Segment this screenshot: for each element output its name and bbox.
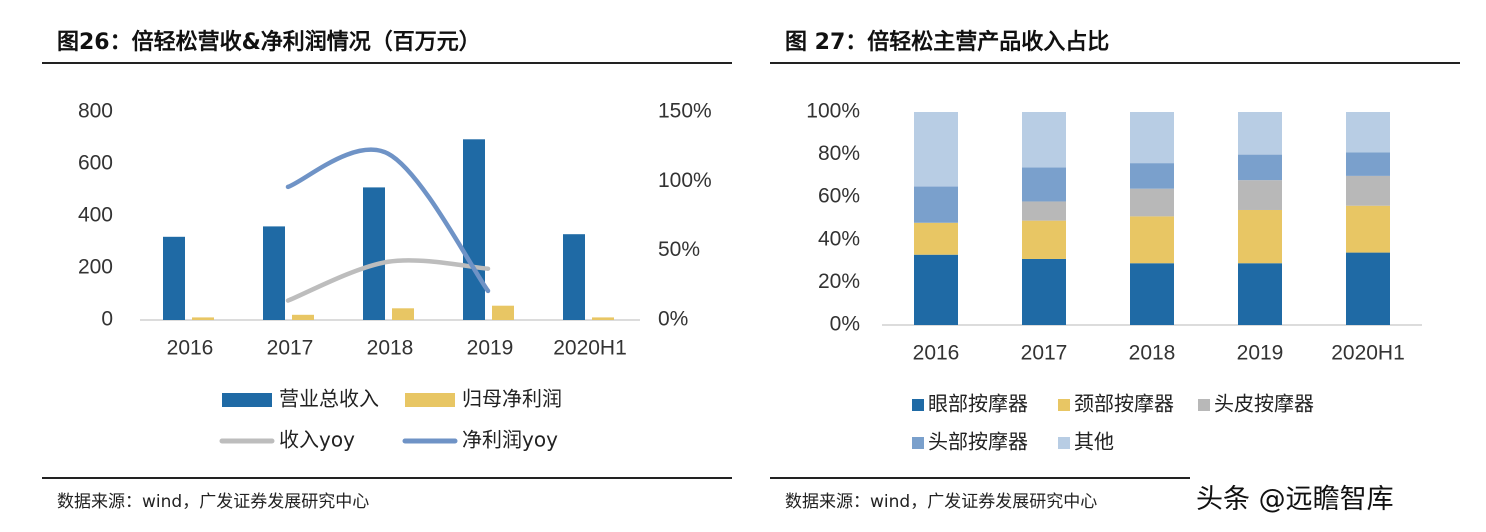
right-y-tick-label: 80%: [818, 142, 860, 165]
net-profit-yoy-line: [285, 147, 491, 294]
net-profit-bar: [392, 308, 414, 320]
left-y-tick-label: 600: [78, 152, 113, 175]
right-source-note: 数据来源：wind，广发证券发展研究中心: [785, 492, 1098, 512]
left-y2-tick-label: 0%: [658, 308, 688, 331]
left-x-tick-label: 2016: [167, 337, 214, 360]
net-profit-bar: [492, 305, 514, 320]
eye-massager-segment: [1346, 252, 1390, 325]
scalp-massager-segment: [1238, 180, 1282, 210]
legend-head-massager-label: 头部按摩器: [928, 430, 1028, 454]
legend-eye-massager-swatch: [912, 399, 924, 411]
legend-eye-massager-label: 眼部按摩器: [928, 392, 1028, 416]
revenue-bar: [463, 139, 485, 320]
right-y-tick-label: 20%: [818, 270, 860, 293]
head-massager-segment: [1346, 152, 1390, 176]
legend-scalp-massager-label: 头皮按摩器: [1214, 392, 1314, 416]
eye-massager-segment: [914, 254, 958, 325]
revenue-bar: [263, 226, 285, 320]
legend-neck-massager-label: 颈部按摩器: [1074, 392, 1174, 416]
legend-revenue-swatch: [222, 393, 272, 407]
head-massager-segment: [1130, 163, 1174, 189]
scalp-massager-segment: [1130, 188, 1174, 217]
neck-massager-segment: [1346, 205, 1390, 253]
other-segment: [1238, 112, 1282, 155]
head-massager-segment: [914, 186, 958, 223]
right-x-tick-label: 2016: [913, 342, 960, 365]
left-x-tick-label: 2019: [467, 337, 514, 360]
left-x-tick-label: 2020H1: [553, 337, 627, 360]
left-source-note: 数据来源：wind，广发证券发展研究中心: [57, 492, 370, 512]
net-profit-bar: [592, 317, 614, 320]
left-y2-tick-label: 100%: [658, 169, 712, 192]
watermark-text: 头条 @远瞻智库: [1196, 484, 1394, 515]
head-massager-segment: [1238, 154, 1282, 181]
other-segment: [914, 112, 958, 187]
left-bottom-rule: [42, 477, 732, 479]
left-x-tick-label: 2017: [267, 337, 314, 360]
left-chart-title: 图26：倍轻松营收&净利润情况（百万元）: [57, 30, 481, 55]
left-y-tick-label: 200: [78, 256, 113, 279]
right-y-tick-label: 60%: [818, 185, 860, 208]
left-x-tick-label: 2018: [367, 337, 414, 360]
revenue-bar: [363, 187, 385, 320]
net-profit-bar: [192, 317, 214, 320]
scalp-massager-segment: [1022, 201, 1066, 221]
other-segment: [1130, 112, 1174, 164]
neck-massager-segment: [1022, 220, 1066, 259]
scalp-massager-segment: [1346, 175, 1390, 206]
eye-massager-segment: [1238, 263, 1282, 325]
head-massager-segment: [1022, 167, 1066, 202]
neck-massager-segment: [1238, 209, 1282, 264]
legend-other-swatch: [1058, 437, 1070, 449]
legend-neck-massager-swatch: [1058, 399, 1070, 411]
legend-scalp-massager-swatch: [1198, 399, 1210, 411]
left-title-rule: [42, 62, 732, 64]
legend-net-profit-label: 归母净利润: [462, 387, 562, 411]
right-y-tick-label: 0%: [830, 313, 860, 336]
eye-massager-segment: [1130, 263, 1174, 325]
right-chart-title: 图 27：倍轻松主营产品收入占比: [785, 30, 1110, 55]
left-y-tick-label: 0: [101, 308, 113, 331]
revenue-bar: [563, 234, 585, 320]
left-y-tick-label: 400: [78, 204, 113, 227]
revenue-yoy-line: [285, 258, 491, 303]
legend-head-massager-swatch: [912, 437, 924, 449]
eye-massager-segment: [1022, 258, 1066, 325]
legend-revenue-label: 营业总收入: [279, 387, 379, 411]
legend-other-label: 其他: [1074, 430, 1114, 454]
net-profit-bar: [292, 314, 314, 320]
left-y2-tick-label: 150%: [658, 100, 712, 123]
right-bottom-rule: [770, 477, 1190, 479]
right-x-tick-label: 2020H1: [1331, 342, 1405, 365]
right-x-tick-label: 2019: [1237, 342, 1284, 365]
right-x-tick-label: 2017: [1021, 342, 1068, 365]
revenue-bar: [163, 236, 185, 320]
left-y2-tick-label: 50%: [658, 238, 700, 261]
neck-massager-segment: [914, 222, 958, 255]
left-y-tick-label: 800: [78, 100, 113, 123]
legend-revenue-yoy-label: 收入yoy: [279, 428, 355, 452]
legend-net-profit-yoy-label: 净利润yoy: [462, 428, 558, 452]
right-title-rule: [770, 62, 1460, 64]
other-segment: [1022, 112, 1066, 168]
legend-net-profit-swatch: [405, 393, 455, 407]
right-y-tick-label: 100%: [806, 100, 860, 123]
right-x-tick-label: 2018: [1129, 342, 1176, 365]
neck-massager-segment: [1130, 216, 1174, 264]
other-segment: [1346, 112, 1390, 153]
right-y-tick-label: 40%: [818, 227, 860, 250]
